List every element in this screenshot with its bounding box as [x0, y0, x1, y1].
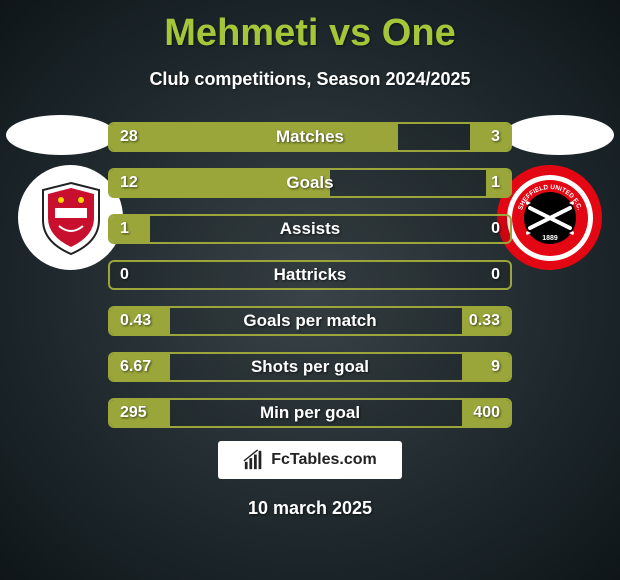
stat-label: Shots per goal	[251, 357, 369, 377]
bristol-city-crest-icon	[31, 178, 111, 258]
stat-bar-left-fill	[110, 124, 398, 150]
stat-value-right: 0	[491, 266, 500, 284]
stat-value-right: 1	[491, 174, 500, 192]
stat-label: Matches	[276, 127, 344, 147]
stat-row: 295 400 Min per goal	[108, 398, 512, 428]
stat-label: Goals	[286, 173, 333, 193]
stat-value-left: 0.43	[120, 312, 151, 330]
stat-label: Hattricks	[274, 265, 347, 285]
sheffield-united-crest-icon: 1889 SHEFFIELD UNITED F.C.	[505, 173, 595, 263]
stats-bars-container: 28 3 Matches 12 1 Goals 1 0 Assists 0 0 Hattricks 0.…	[108, 122, 512, 444]
comparison-date: 10 march 2025	[248, 498, 372, 519]
club-crest-right: 1889 SHEFFIELD UNITED F.C.	[497, 165, 602, 270]
stat-row: 0 0 Hattricks	[108, 260, 512, 290]
stat-value-right: 9	[491, 358, 500, 376]
watermark-text: FcTables.com	[271, 451, 377, 469]
stat-bar-left-fill	[110, 216, 150, 242]
stat-bar-right-fill	[462, 354, 510, 380]
stat-label: Goals per match	[243, 311, 376, 331]
stat-bar-right-fill	[470, 124, 510, 150]
stat-value-left: 12	[120, 174, 138, 192]
comparison-title: Mehmeti vs One	[0, 0, 620, 55]
stat-value-left: 1	[120, 220, 129, 238]
chart-icon	[243, 449, 265, 471]
player-left-avatar	[6, 115, 116, 155]
player-right-avatar	[504, 115, 614, 155]
stat-row: 12 1 Goals	[108, 168, 512, 198]
stat-value-left: 28	[120, 128, 138, 146]
stat-row: 0.43 0.33 Goals per match	[108, 306, 512, 336]
comparison-subtitle: Club competitions, Season 2024/2025	[0, 69, 620, 90]
stat-row: 6.67 9 Shots per goal	[108, 352, 512, 382]
stat-label: Min per goal	[260, 403, 360, 423]
svg-text:1889: 1889	[542, 235, 558, 242]
stat-value-left: 295	[120, 404, 147, 422]
stat-value-right: 3	[491, 128, 500, 146]
stat-row: 28 3 Matches	[108, 122, 512, 152]
avatar-placeholder-left	[6, 115, 116, 155]
stat-value-right: 400	[473, 404, 500, 422]
stat-row: 1 0 Assists	[108, 214, 512, 244]
avatar-placeholder-right	[504, 115, 614, 155]
stat-value-left: 6.67	[120, 358, 151, 376]
stat-value-right: 0	[491, 220, 500, 238]
stat-value-left: 0	[120, 266, 129, 284]
stat-value-right: 0.33	[469, 312, 500, 330]
watermark-badge: FcTables.com	[218, 441, 402, 479]
stat-label: Assists	[280, 219, 340, 239]
